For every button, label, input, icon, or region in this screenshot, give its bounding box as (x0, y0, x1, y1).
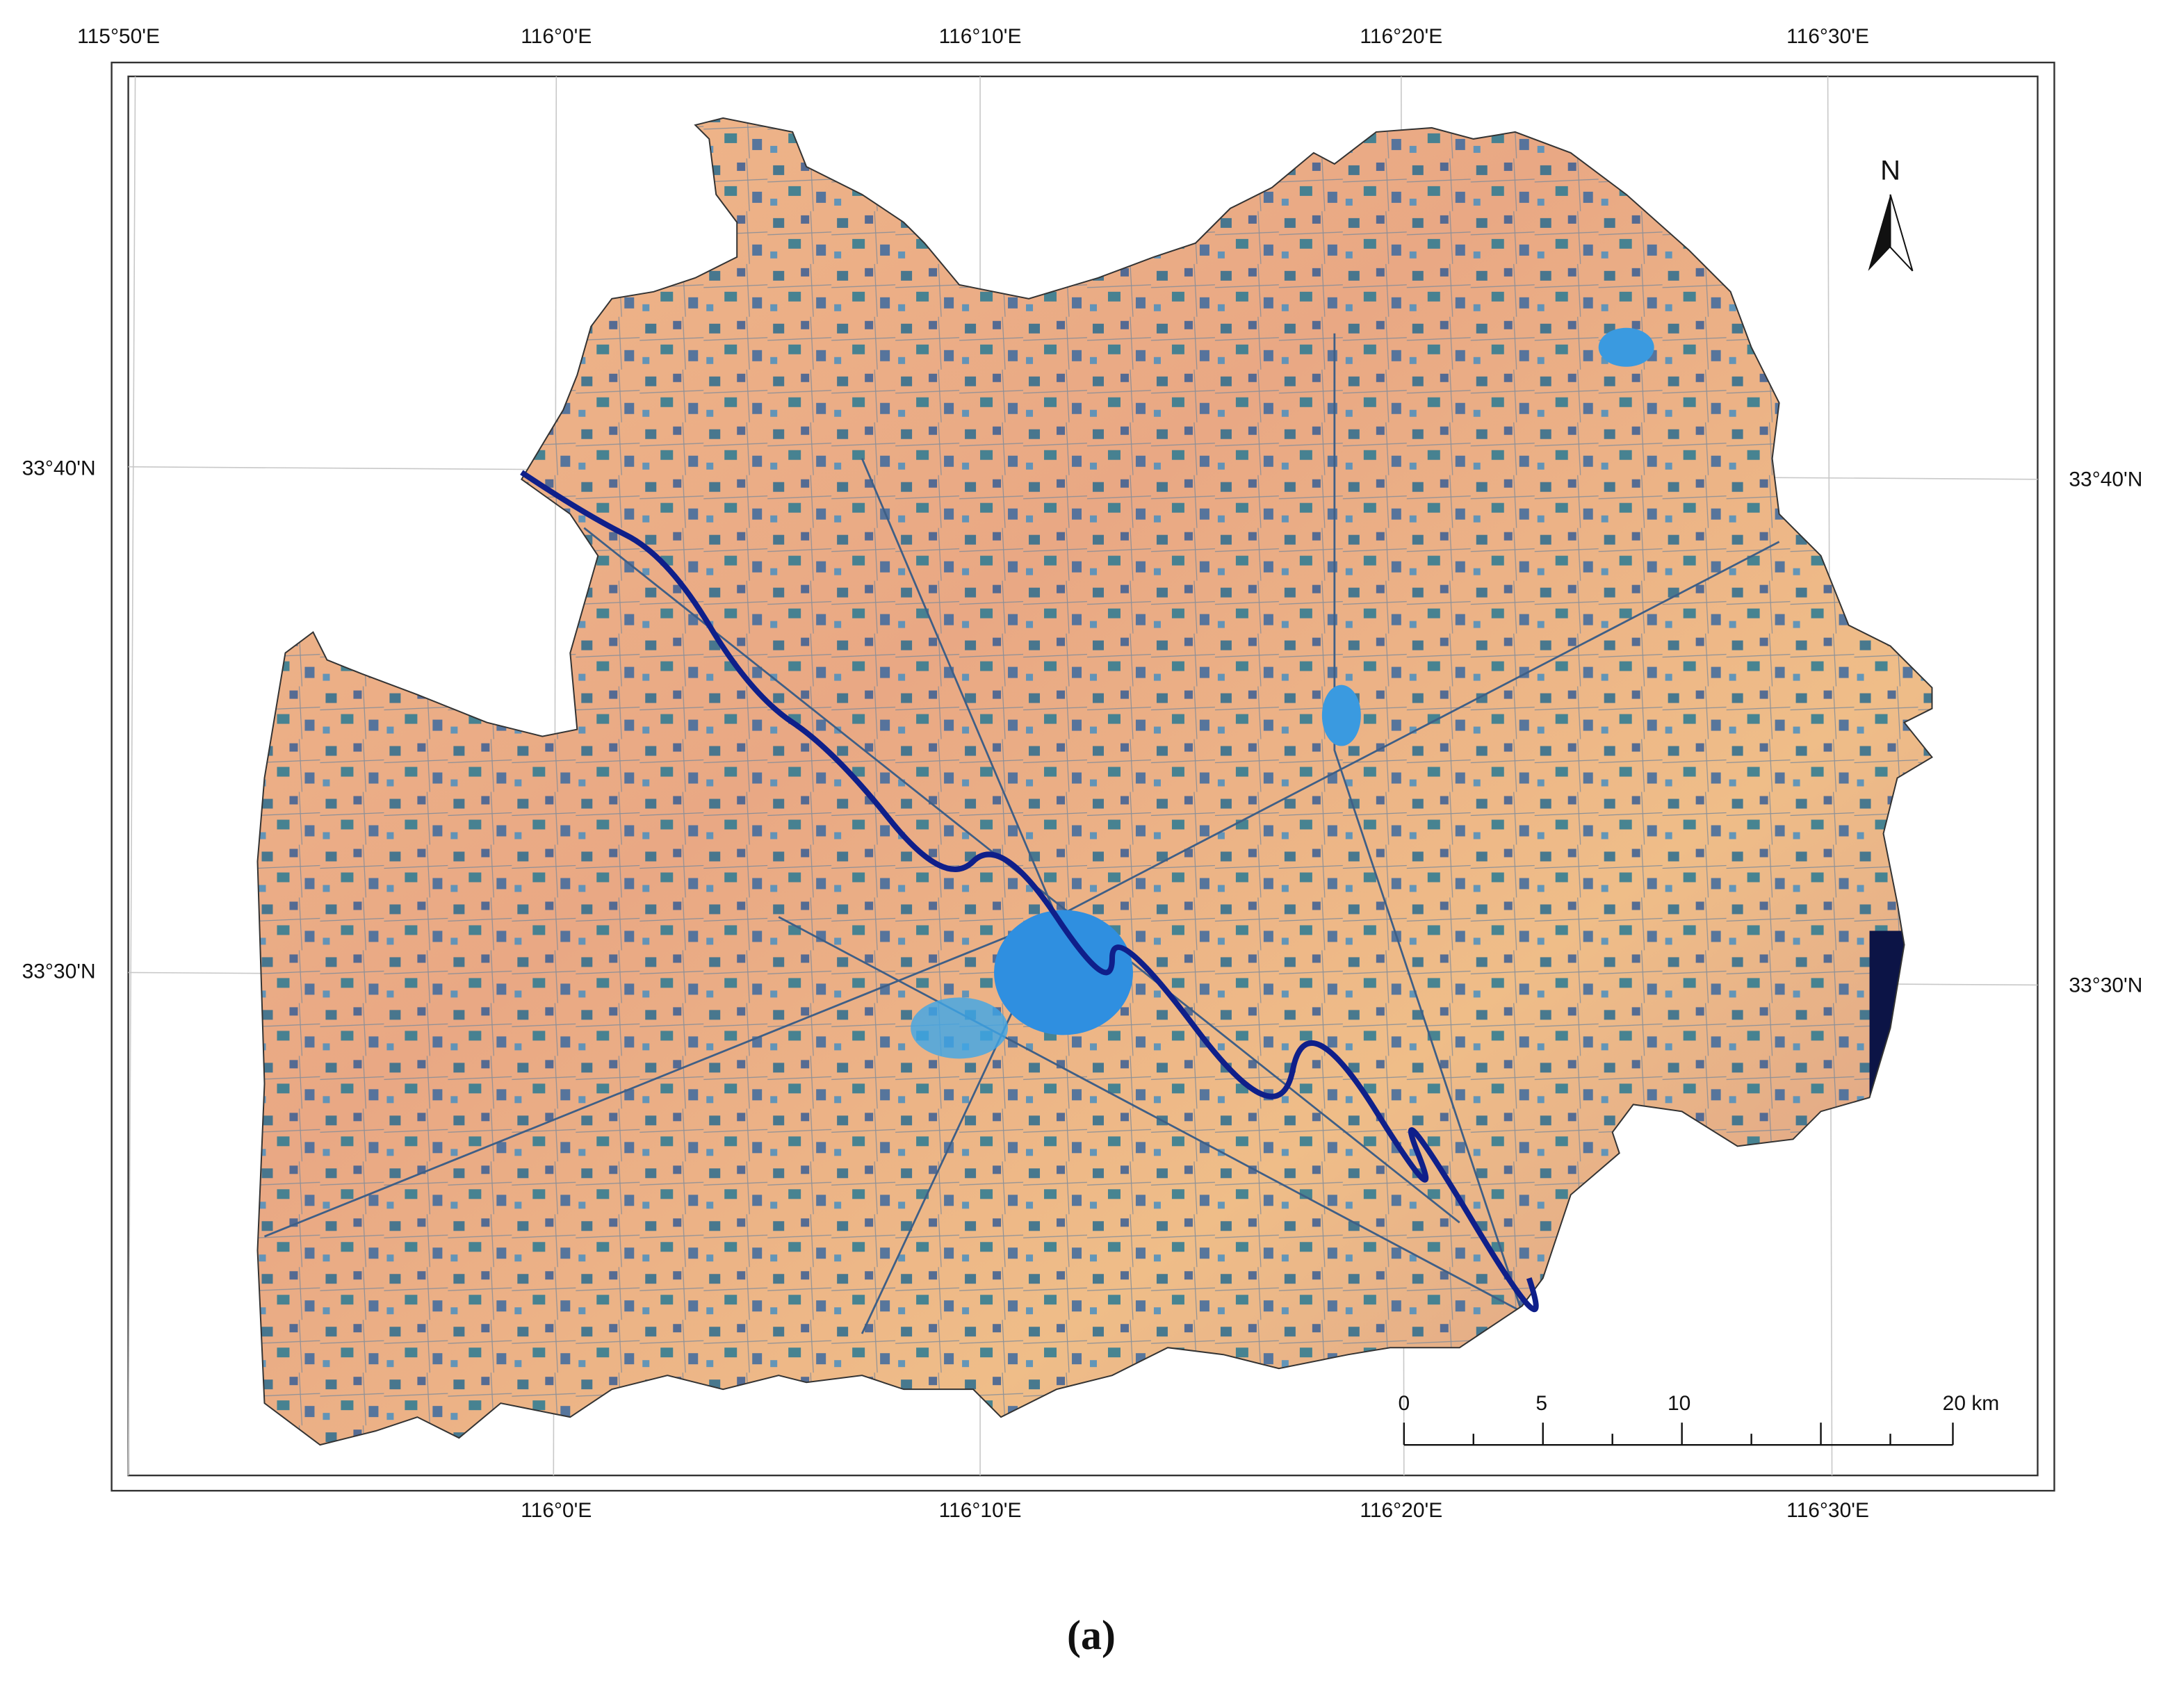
top-coord-label: 116°10'E (939, 25, 1022, 48)
scale-label: 20 km (1943, 1392, 2000, 1415)
top-coord-label: 116°30'E (1786, 25, 1869, 48)
top-coord-label: 116°0'E (521, 25, 592, 48)
bottom-coord-label: 116°30'E (1786, 1499, 1869, 1522)
top-coord-label: 115°50'E (77, 25, 160, 48)
right-coord-label: 33°30'N (2069, 974, 2142, 997)
top-coord-label: 116°20'E (1360, 25, 1442, 48)
caption: (a) (1067, 1612, 1116, 1658)
right-coord-label: 33°40'N (2069, 468, 2142, 491)
scale-bar: 0 5 10 20 km (1398, 1392, 2000, 1446)
left-coord-label: 33°40'N (22, 457, 96, 480)
bottom-coord-label: 116°20'E (1360, 1499, 1442, 1522)
bottom-coord-label: 116°0'E (521, 1499, 592, 1522)
bottom-coord-label: 116°10'E (939, 1499, 1022, 1522)
scale-label: 10 (1668, 1392, 1690, 1415)
scale-label: 5 (1535, 1392, 1547, 1415)
north-label: N (1880, 155, 1900, 186)
scale-label: 0 (1398, 1392, 1410, 1415)
left-coord-label: 33°30'N (22, 960, 96, 983)
